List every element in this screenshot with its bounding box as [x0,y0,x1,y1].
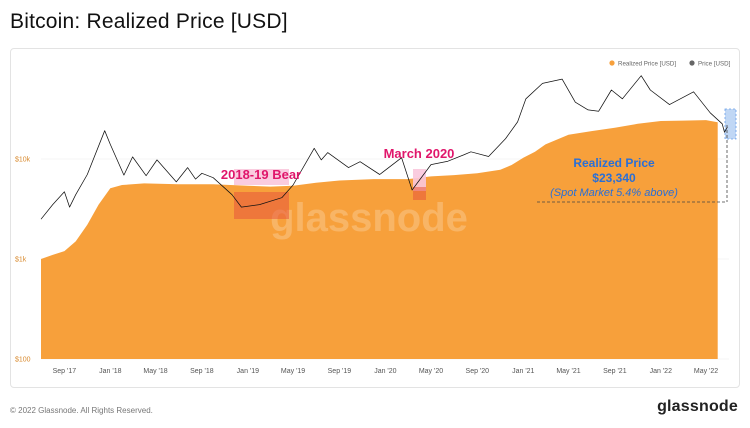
legend: Realized Price [USD] Price [USD] [609,60,731,68]
y-tick-label: $1k [15,257,27,264]
legend-item-price[interactable]: Price [USD] [698,61,731,68]
x-tick-label: May '21 [556,368,580,375]
watermark: glassnode [270,196,468,240]
current-highlight [724,108,737,140]
x-tick-label: Jan '18 [99,368,121,375]
legend-marker-price [689,60,695,66]
footer-copyright: © 2022 Glassnode. All Rights Reserved. [10,406,153,415]
chart-panel: Realized Price [USD] Price [USD] glassno… [10,48,740,388]
annotation-realized-note: (Spot Market 5.4% above) [550,187,678,199]
march-highlight-lower [413,187,426,200]
bear-highlight-lower [234,192,289,219]
y-axis: $100 $1k $10k [15,157,31,364]
annotation-march: March 2020 [384,146,455,161]
x-tick-label: Sep '21 [603,368,627,375]
annotation-realized-value: $23,340 [592,171,636,185]
y-tick-label: $10k [15,157,31,164]
x-tick-label: Sep '20 [466,368,490,375]
annotation-bear: 2018-19 Bear [221,167,301,182]
annotation-realized-title: Realized Price [573,156,655,170]
y-tick-label: $100 [15,357,31,364]
legend-marker-realized [609,60,615,66]
bear-highlight-upper [234,169,289,185]
chart-svg: Realized Price [USD] Price [USD] glassno… [15,60,737,375]
x-tick-label: May '20 [419,368,443,375]
footer-logo[interactable]: glassnode [657,398,738,415]
x-tick-label: Jan '22 [650,368,672,375]
page-title: Bitcoin: Realized Price [USD] [10,10,288,33]
price-line [40,75,728,220]
x-axis: Sep '17 Jan '18 May '18 Sep '18 Jan '19 May '… [53,368,719,375]
x-tick-label: Sep '19 [328,368,352,375]
x-tick-label: May '18 [143,368,167,375]
x-tick-label: May '22 [694,368,718,375]
x-tick-label: Jan '20 [374,368,396,375]
x-tick-label: Sep '17 [53,368,77,375]
x-tick-label: Sep '18 [190,368,214,375]
realized-price-area [41,120,718,359]
legend-item-realized[interactable]: Realized Price [USD] [618,61,676,68]
x-tick-label: Jan '19 [237,368,259,375]
x-tick-label: May '19 [281,368,305,375]
x-tick-label: Jan '21 [512,368,534,375]
